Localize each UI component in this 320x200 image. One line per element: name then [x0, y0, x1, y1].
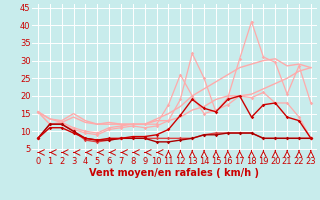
- X-axis label: Vent moyen/en rafales ( km/h ): Vent moyen/en rafales ( km/h ): [89, 168, 260, 178]
